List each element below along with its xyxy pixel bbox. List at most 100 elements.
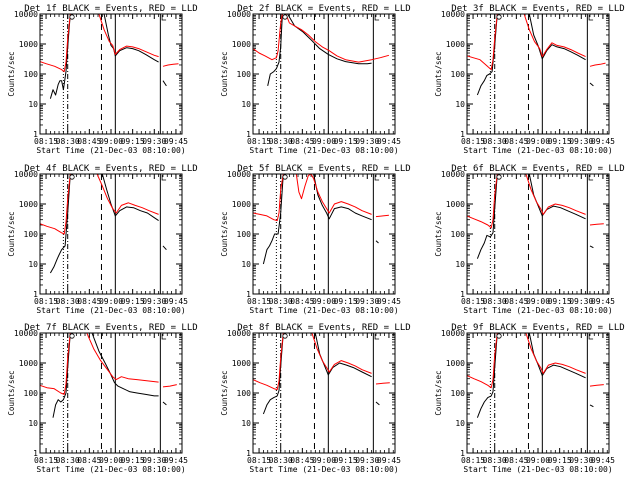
y-tick-label: 100 [451, 70, 466, 79]
x-tick-label: 08:30 [269, 137, 293, 146]
y-tick-label: 100 [451, 230, 466, 239]
series-events-line [589, 82, 594, 87]
plot-data-layer [253, 174, 389, 294]
x-tick-label: 09:00 [312, 456, 336, 465]
series-events-line [262, 333, 372, 415]
flag-marker [69, 174, 75, 180]
y-tick-label: 10000 [14, 170, 38, 179]
y-axis-label: Counts/sec [220, 211, 229, 256]
flag-marker [282, 174, 288, 180]
plot-frame [39, 332, 183, 454]
y-axis-label: Counts/sec [220, 51, 229, 96]
x-tick-label: 08:45 [290, 297, 314, 306]
plot-title: Det 1f BLACK = Events, RED = LLD [24, 4, 197, 14]
y-tick-label: 10 [455, 419, 465, 428]
flag-marker-corner [374, 175, 380, 181]
x-tick-label: 09:00 [526, 297, 550, 306]
x-tick-label: 08:15 [34, 297, 58, 306]
plot-title: Det 5f BLACK = Events, RED = LLD [237, 164, 410, 174]
plot-title: Det 9f BLACK = Events, RED = LLD [451, 323, 624, 333]
flag-marker-corner [374, 15, 380, 21]
flag-marker-corner [588, 175, 594, 181]
x-tick-label: 09:00 [526, 137, 550, 146]
x-tick-label: 09:30 [142, 297, 166, 306]
y-tick-label: 1000 [19, 200, 38, 209]
series-events-line [476, 14, 586, 96]
y-tick-label: 100 [451, 389, 466, 398]
series-events-line [375, 401, 380, 406]
plot-data-layer [467, 333, 604, 453]
y-tick-label: 10000 [227, 329, 251, 338]
x-tick-label: 09:30 [142, 137, 166, 146]
y-tick-label: 1 [246, 130, 251, 139]
x-tick-label: 09:45 [591, 137, 615, 146]
plot-frame [39, 13, 183, 135]
y-tick-label: 100 [237, 70, 252, 79]
x-tick-label: 08:15 [247, 297, 271, 306]
plot-title: Det 3f BLACK = Events, RED = LLD [451, 4, 624, 14]
y-tick-label: 10 [241, 419, 251, 428]
plot-data-layer [40, 174, 167, 294]
y-tick-label: 1 [460, 290, 465, 299]
plot-data-layer [467, 174, 604, 294]
x-tick-label: 09:45 [377, 137, 401, 146]
x-tick-label: 08:15 [247, 456, 271, 465]
x-tick-label: 08:30 [56, 137, 80, 146]
plot-panel-4: Det 4f BLACK = Events, RED = LLD 1 10 100 10… [7, 164, 198, 315]
x-tick-label: 09:30 [142, 456, 166, 465]
plot-title: Det 2f BLACK = Events, RED = LLD [237, 4, 410, 14]
plot-data-layer [253, 14, 390, 134]
x-tick-label: 08:15 [461, 137, 485, 146]
series-lld-line [589, 384, 604, 387]
series-events-line [476, 174, 586, 259]
flag-marker-corner [161, 334, 167, 340]
y-tick-label: 10 [28, 419, 38, 428]
y-tick-label: 1000 [446, 40, 465, 49]
x-tick-label: 09:00 [312, 137, 336, 146]
y-tick-label: 100 [237, 230, 252, 239]
plot-panel-3: Det 3f BLACK = Events, RED = LLD 1 10 100 10… [434, 4, 625, 155]
plot-title: Det 6f BLACK = Events, RED = LLD [451, 164, 624, 174]
series-lld-line [467, 14, 586, 71]
plot-title: Det 7f BLACK = Events, RED = LLD [24, 323, 197, 333]
flag-marker-corner [588, 334, 594, 340]
plot-data-layer [467, 14, 606, 134]
x-tick-label: 08:30 [56, 456, 80, 465]
x-tick-label: 08:45 [504, 137, 528, 146]
y-tick-label: 100 [237, 389, 252, 398]
plot-frame [466, 13, 610, 135]
plot-frame [466, 173, 610, 295]
y-tick-label: 1 [460, 449, 465, 458]
x-tick-label: 08:30 [483, 456, 507, 465]
series-lld-line [467, 333, 586, 389]
plot-panel-7: Det 7f BLACK = Events, RED = LLD 1 10 100 10… [7, 323, 198, 474]
x-tick-label: 09:45 [164, 137, 188, 146]
series-lld-line [253, 14, 390, 63]
y-tick-label: 1 [246, 449, 251, 458]
series-events-line [49, 174, 159, 274]
x-tick-label: 09:15 [548, 456, 572, 465]
plot-data-layer [40, 14, 179, 134]
flag-marker [496, 174, 502, 180]
x-tick-label: 08:45 [290, 456, 314, 465]
x-tick-label: 09:00 [99, 297, 123, 306]
y-tick-label: 100 [24, 70, 39, 79]
x-axis-label: Start Time (21-Dec-03 08:10:00) [36, 465, 185, 474]
x-axis-label: Start Time (21-Dec-03 08:10:00) [463, 306, 612, 315]
x-axis-label: Start Time (21-Dec-03 08:10:00) [463, 146, 612, 155]
plot-data-layer [40, 333, 177, 453]
x-tick-label: 09:15 [334, 456, 358, 465]
series-events-line [267, 14, 372, 87]
x-tick-label: 09:00 [312, 297, 336, 306]
x-tick-label: 08:45 [77, 137, 101, 146]
plot-frame [252, 332, 396, 454]
y-tick-label: 10000 [227, 10, 251, 19]
y-axis-label: Counts/sec [434, 51, 443, 96]
plot-panel-9: Det 9f BLACK = Events, RED = LLD 1 10 100 10… [434, 323, 625, 474]
flag-marker-corner [161, 15, 167, 21]
series-lld-line [162, 63, 179, 67]
x-tick-label: 08:15 [461, 456, 485, 465]
plot-data-layer [253, 333, 390, 453]
plot-panel-2: Det 2f BLACK = Events, RED = LLD 1 10 100 10… [220, 4, 411, 155]
